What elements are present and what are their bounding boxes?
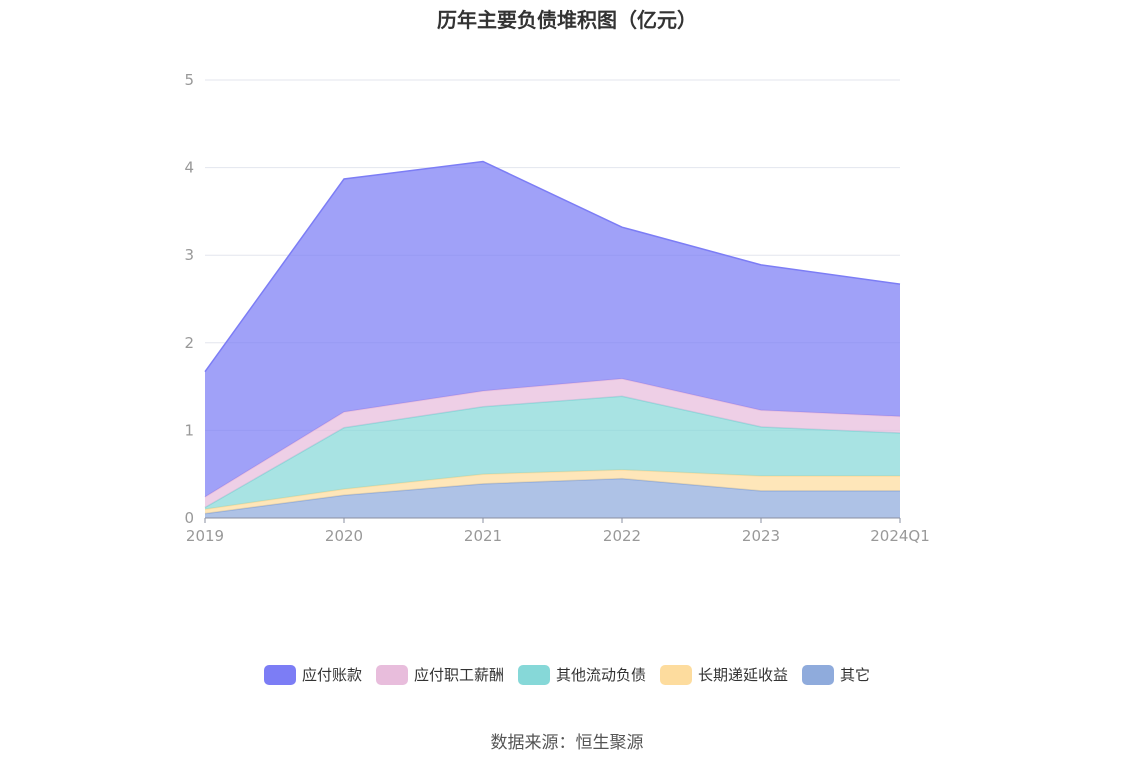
x-tick-label: 2020 xyxy=(325,527,363,545)
legend-item[interactable]: 应付账款 xyxy=(263,664,362,685)
y-tick-label: 1 xyxy=(184,421,194,439)
legend-swatch xyxy=(660,664,692,685)
y-tick-label: 0 xyxy=(184,509,194,527)
legend-label: 长期递延收益 xyxy=(698,666,789,684)
y-tick-label: 4 xyxy=(184,159,194,177)
area-series xyxy=(204,160,901,518)
chart-legend: 应付账款 应付职工薪酬 其他流动负债 长期递延收益 其它 xyxy=(0,664,1134,685)
legend-item[interactable]: 其他流动负债 xyxy=(517,664,646,685)
x-tick-label: 2019 xyxy=(186,527,224,545)
y-tick-label: 2 xyxy=(184,334,194,352)
legend-swatch xyxy=(263,664,296,685)
legend-swatch xyxy=(517,664,550,685)
area-series-4[interactable] xyxy=(205,161,900,497)
x-tick-label: 2024Q1 xyxy=(870,527,930,545)
y-tick-label: 3 xyxy=(184,246,194,264)
y-tick-label: 5 xyxy=(184,71,194,89)
legend-item[interactable]: 其它 xyxy=(802,664,870,685)
legend-item[interactable]: 应付职工薪酬 xyxy=(375,664,504,685)
data-source: 数据来源：恒生聚源 xyxy=(490,733,644,753)
chart-title: 历年主要负债堆积图（亿元） xyxy=(437,8,697,32)
area-series-2[interactable] xyxy=(205,396,900,510)
area-series-3[interactable] xyxy=(205,378,900,508)
legend-swatch xyxy=(802,664,835,685)
legend-label: 其他流动负债 xyxy=(555,666,646,684)
legend-label: 应付账款 xyxy=(301,666,362,684)
x-tick-label: 2021 xyxy=(464,527,502,545)
x-tick-label: 2022 xyxy=(603,527,641,545)
area-edge-4 xyxy=(204,160,901,373)
legend-item[interactable]: 长期递延收益 xyxy=(660,664,788,685)
x-tick-label: 2023 xyxy=(742,527,780,545)
axes: 0 1 2 3 4 5 2019 2020 2021 2022 2023 2024Q1 xyxy=(184,71,929,545)
area-series-1[interactable] xyxy=(205,469,900,514)
legend-label: 应付职工薪酬 xyxy=(413,666,504,684)
legend-swatch xyxy=(375,664,408,685)
legend-label: 其它 xyxy=(840,666,871,684)
